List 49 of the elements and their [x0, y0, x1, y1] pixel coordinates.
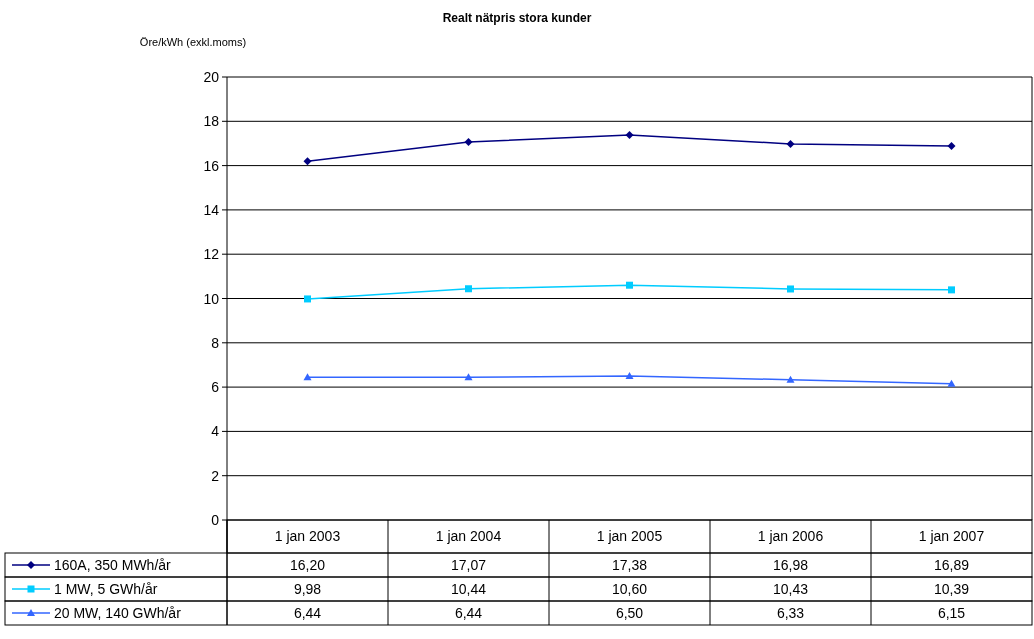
- x-tick-label: 1 jan 2007: [918, 528, 985, 544]
- data-label: 10,43: [772, 581, 809, 597]
- data-label: 16,98: [772, 557, 809, 573]
- point: [303, 157, 312, 166]
- point: [625, 131, 634, 140]
- data-label: 17,38: [611, 557, 648, 573]
- point: [464, 137, 473, 146]
- data-label: 6,44: [293, 605, 322, 621]
- data-label: 6,50: [615, 605, 644, 621]
- data-label: 9,98: [293, 581, 322, 597]
- point: [625, 372, 634, 380]
- point: [947, 141, 956, 150]
- point: [626, 281, 633, 289]
- data-label: 6,15: [937, 605, 966, 621]
- data-label: 16,20: [289, 557, 326, 573]
- y-tick-label: 10: [203, 290, 220, 307]
- y-tick-label: 16: [203, 157, 220, 174]
- x-tick-label: 1 jan 2006: [757, 528, 824, 544]
- data-label: 6,33: [776, 605, 805, 621]
- chart-title: Realt nätpris stora kunder: [442, 11, 592, 25]
- y-tick-label: 18: [203, 113, 220, 130]
- legend-label: 20 MW, 140 GWh/år: [54, 605, 182, 621]
- y-tick-label: 8: [211, 334, 220, 351]
- point: [786, 139, 795, 148]
- x-tick-label: 1 jan 2004: [435, 528, 502, 544]
- y-tick-label: 14: [203, 201, 220, 218]
- data-label: 10,44: [450, 581, 487, 597]
- data-label: 17,07: [450, 557, 487, 573]
- data-label: 10,39: [933, 581, 970, 597]
- point: [947, 379, 956, 387]
- x-tick-label: 1 jan 2005: [596, 528, 663, 544]
- legend-label: 160A, 350 MWh/år: [54, 557, 172, 573]
- point: [786, 375, 795, 383]
- y-tick-label: 6: [211, 379, 220, 396]
- y-tick-label: 12: [203, 246, 220, 263]
- y-axis-title: Öre/kWh (exkl.moms): [139, 36, 247, 48]
- y-tick-label: 2: [211, 467, 220, 484]
- y-tick-label: 20: [203, 69, 220, 85]
- data-label: 10,60: [611, 581, 648, 597]
- point: [787, 285, 794, 293]
- x-tick-label: 1 jan 2003: [274, 528, 341, 544]
- data-label: 16,89: [933, 557, 970, 573]
- y-tick-label: 0: [211, 512, 220, 528]
- y-tick-label: 4: [211, 423, 220, 440]
- point: [465, 285, 472, 293]
- data-label: 6,44: [454, 605, 483, 621]
- point: [304, 295, 311, 303]
- point: [948, 286, 955, 294]
- legend-label: 1 MW, 5 GWh/år: [54, 581, 158, 597]
